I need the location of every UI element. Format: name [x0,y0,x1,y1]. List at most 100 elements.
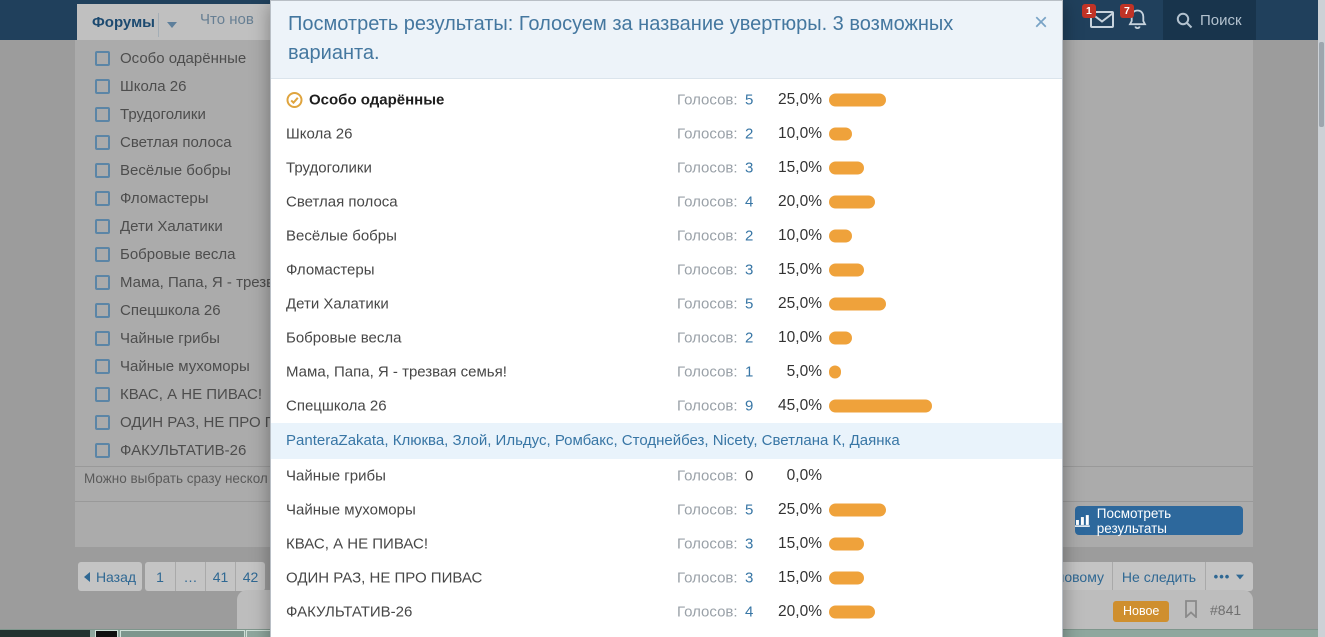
percent-value: 10,0% [778,329,822,346]
back-arrow-icon [83,571,90,582]
poll-option-checkbox[interactable] [95,50,110,66]
unfollow-button[interactable]: Не следить [1112,562,1205,591]
votes-count-link[interactable]: 3 [745,569,754,587]
page-button[interactable]: 42 [235,562,265,591]
votes-count-link[interactable]: 5 [745,295,754,313]
post-number[interactable]: #841 [1210,602,1242,618]
close-button[interactable]: × [1033,9,1048,36]
view-results-button[interactable]: Посмотреть результаты [1075,506,1243,536]
votes-count-link[interactable]: 3 [745,261,754,279]
votes-count-link[interactable]: 9 [745,397,754,415]
forums-menu-caret[interactable] [158,13,185,37]
page-button[interactable]: 41 [205,562,235,591]
page-button[interactable]: 1 [156,568,164,585]
alerts-button[interactable] [1128,9,1147,35]
percent-value: 25,0% [778,295,822,312]
votes-count-link[interactable]: 2 [745,227,754,245]
votes-word: Голосов: [677,603,738,621]
tab-forums[interactable]: Форумы [77,4,185,40]
poll-result-row: Школа 26 Голосов: 2 10,0% [271,117,1062,151]
modal-title: Посмотреть результаты: Голосуем за назва… [288,13,954,64]
poll-option-checkbox-label[interactable]: Весёлые бобры [120,161,231,179]
bookmark-button[interactable] [1184,600,1198,623]
poll-option-label: Весёлые бобры [286,227,397,245]
poll-form-option-row: Весёлые бобры [95,161,231,179]
poll-result-row: Мама, Папа, Я - трезвая семья! Голосов: 1 5… [271,355,1062,389]
votes-count-link[interactable]: 3 [745,535,754,553]
poll-form-option-row: ФАКУЛЬТАТИВ-26 [95,441,247,459]
more-button[interactable]: ••• [1205,562,1253,591]
scrollbar-thumb[interactable] [1319,42,1324,127]
poll-form-option-row: Светлая полоса [95,133,232,151]
votes-count-link[interactable]: 3 [745,159,754,177]
percent-bar [829,229,852,243]
poll-option-checkbox-label[interactable]: КВАС, А НЕ ПИВАС! [120,385,263,403]
votes-count-link[interactable]: 2 [745,329,754,347]
sort-button[interactable]: новому [1056,568,1104,585]
poll-option-checkbox-label[interactable]: Бобровые весла [120,245,236,263]
poll-option-checkbox-label[interactable]: Дети Халатики [120,217,223,235]
poll-option-label: Фломастеры [286,261,375,279]
tab-strip [77,4,277,40]
poll-option-checkbox[interactable] [95,218,110,234]
poll-option-checkbox-label[interactable]: Фломастеры [120,189,209,207]
poll-option-checkbox[interactable] [95,162,110,178]
poll-form-option-row: Спецшкола 26 [95,301,221,319]
taskbar-segment [120,630,245,637]
poll-result-row: ФАКУЛЬТАТИВ-26 Голосов: 4 20,0% [271,595,1062,629]
votes-count-link[interactable]: 4 [745,193,754,211]
poll-option-checkbox[interactable] [95,134,110,150]
votes-count-link[interactable]: 5 [745,501,754,519]
poll-option-checkbox-label[interactable]: Светлая полоса [120,133,232,151]
poll-option-checkbox[interactable] [95,78,110,94]
poll-option-checkbox-label[interactable]: ОДИН РАЗ, НЕ ПРО ПИВАС [120,413,317,431]
poll-form-option-row: Особо одарённые [95,49,247,67]
votes-count-link[interactable]: 5 [745,91,754,109]
poll-option-checkbox[interactable] [95,442,110,458]
poll-result-row: Трудоголики Голосов: 3 15,0% [271,151,1062,185]
back-button[interactable]: Назад [78,562,142,591]
poll-option-checkbox-label[interactable]: Особо одарённые [120,49,247,67]
poll-form-option-row: Чайные грибы [95,329,220,347]
votes-count-link[interactable]: 4 [745,603,754,621]
poll-option-label: ФАКУЛЬТАТИВ-26 [286,603,413,621]
percent-value: 10,0% [778,125,822,142]
poll-form-option-row: Чайные мухоморы [95,357,250,375]
voters-links[interactable]: PanteraZakata, Клюква, Злой, Ильдус, Ром… [271,423,1062,459]
modal-body: Особо одарённые Голосов: 5 25,0% Школа 26 Гол… [271,79,1062,629]
votes-word: Голосов: [677,397,738,415]
votes-word: Голосов: [677,125,738,143]
poll-option-checkbox[interactable] [95,106,110,122]
votes-count-link[interactable]: 1 [745,363,754,381]
poll-option-checkbox[interactable] [95,330,110,346]
messages-badge: 1 [1082,4,1096,18]
poll-option-checkbox[interactable] [95,190,110,206]
poll-results-modal: Посмотреть результаты: Голосуем за назва… [270,0,1063,637]
poll-option-checkbox-label[interactable]: Спецшкола 26 [120,301,221,319]
search-button[interactable]: Поиск [1163,0,1256,40]
page-button[interactable]: … [175,562,205,591]
votes-count-link[interactable]: 2 [745,125,754,143]
poll-result-row: Особо одарённые Голосов: 5 25,0% [271,83,1062,117]
percent-bar [829,537,864,551]
poll-option-checkbox[interactable] [95,358,110,374]
bookmark-icon [1185,600,1197,620]
poll-option-checkbox-label[interactable]: Чайные мухоморы [120,357,250,375]
poll-option-checkbox-label[interactable]: Школа 26 [120,77,187,95]
poll-option-checkbox[interactable] [95,386,110,402]
percent-bar [829,365,841,379]
chevron-down-icon [167,22,177,28]
poll-option-label: Дети Халатики [286,295,389,313]
poll-option-checkbox[interactable] [95,414,110,430]
poll-option-checkbox-label[interactable]: ФАКУЛЬТАТИВ-26 [120,441,247,459]
poll-form-option-row: Трудоголики [95,105,206,123]
tab-whats-new[interactable]: Что нов [200,11,254,28]
poll-option-checkbox-label[interactable]: Трудоголики [120,105,206,123]
percent-bar [829,503,886,517]
poll-option-checkbox[interactable] [95,274,110,290]
votes-word: Голосов: [677,535,738,553]
poll-option-checkbox-label[interactable]: Чайные грибы [120,329,220,347]
poll-option-checkbox[interactable] [95,246,110,262]
poll-option-checkbox[interactable] [95,302,110,318]
tab-forums-label: Форумы [92,13,155,31]
